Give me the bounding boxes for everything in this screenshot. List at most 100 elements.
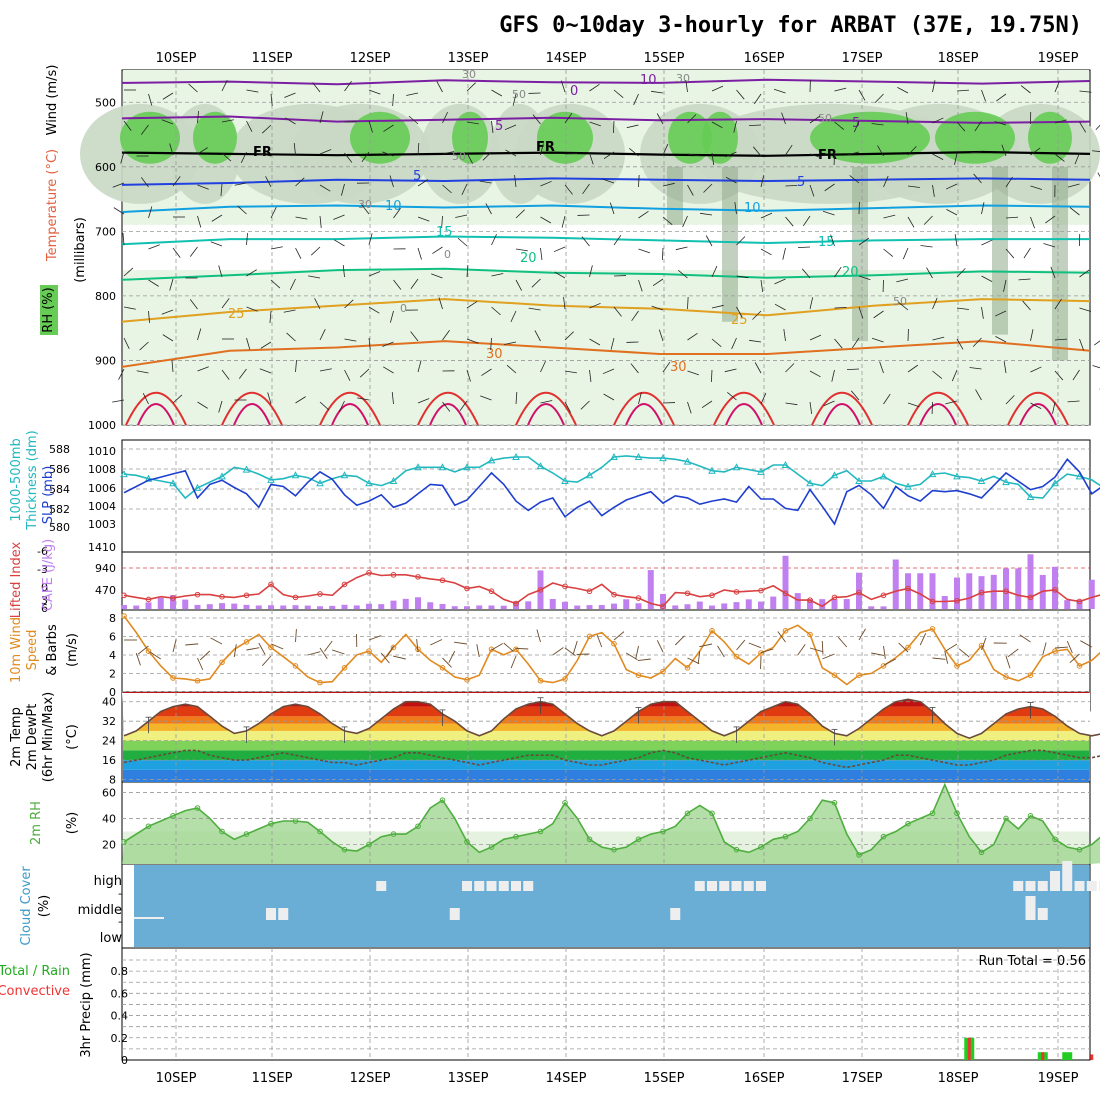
- wind-barb: [1022, 300, 1031, 311]
- wind10-barb: [307, 651, 321, 656]
- label-barbs: & Barbs: [45, 624, 60, 676]
- cloud-high-bar: [1086, 881, 1097, 891]
- wind-barb: [879, 361, 884, 374]
- wind-barb: [907, 364, 919, 373]
- cape-bar: [586, 605, 593, 609]
- wind-barb: [736, 275, 749, 279]
- thickness-line-marker: [634, 452, 643, 460]
- heat-contour: [125, 391, 187, 426]
- wind10-barb: [491, 643, 503, 651]
- wind-barb: [112, 182, 125, 188]
- cape-bar: [145, 602, 152, 609]
- wind-barb: [630, 363, 639, 374]
- cape-bar: [868, 606, 875, 609]
- slp-tick-label: 1004: [88, 500, 116, 513]
- precip-conv-bar: [967, 1037, 971, 1060]
- lifted-index-line-marker: [341, 581, 348, 588]
- rh-blob-bright: [702, 111, 738, 164]
- rh-contour-label: 50: [818, 112, 832, 125]
- rh2m-line-marker: [317, 828, 323, 835]
- wind-barb: [491, 89, 503, 97]
- slp-tick-label: 1008: [88, 463, 116, 476]
- wind-barb: [139, 341, 149, 351]
- wind10-line-marker: [488, 646, 495, 653]
- slp-thickness-panel: [121, 439, 1091, 553]
- cloud-high-bar: [1037, 881, 1048, 891]
- wind10-barb: [637, 658, 651, 662]
- wind-barb: [883, 214, 896, 219]
- wind10-barb: [515, 647, 529, 650]
- wind-barb: [148, 310, 150, 323]
- cape-bar: [562, 601, 568, 609]
- wind-barb: [981, 89, 986, 102]
- wind-barb: [629, 147, 639, 157]
- wind10-barb: [1042, 642, 1047, 656]
- wind-barb: [603, 151, 615, 160]
- wind10-barb: [919, 633, 927, 646]
- cloud-high-bar: [462, 881, 472, 891]
- lifted-index-line-marker: [513, 600, 519, 607]
- wind-barb: [540, 360, 546, 373]
- wind-barb: [801, 268, 811, 279]
- wind-barb: [270, 246, 283, 250]
- wind10-barb: [392, 655, 406, 660]
- wind-barb: [197, 401, 208, 409]
- rh2m-line-marker: [1003, 815, 1009, 822]
- lifted-index-line-marker: [758, 587, 764, 594]
- temp-contour-label: FR: [818, 148, 837, 163]
- wind10-barb: [442, 657, 452, 668]
- wind-barb: [515, 279, 522, 291]
- thickness-line-marker: [561, 476, 569, 484]
- lifted-index-line-marker: [831, 594, 838, 601]
- rh2m-line-marker: [390, 831, 397, 837]
- wind-barb: [858, 306, 864, 319]
- cape-bar: [427, 602, 434, 609]
- thickness-line-marker: [193, 483, 202, 491]
- label-wind10: 10m Wind: [9, 617, 24, 683]
- wind-barb: [442, 111, 448, 124]
- wind-barb: [285, 117, 296, 125]
- wind10-barb: [295, 629, 297, 643]
- label-temp-unit: (°C): [65, 724, 80, 750]
- rh2m-line: [123, 782, 1100, 856]
- wind-barb: [259, 368, 272, 374]
- date-axis-labels: 10SEP 10SEP 11SEP 11SEP 12SEP 12SEP 13SEP 13SEP…: [156, 51, 1079, 1086]
- lifted-index-line: [123, 571, 1100, 608]
- wind-barb: [725, 151, 737, 158]
- wind-barb: [218, 400, 223, 413]
- slp-line: [123, 458, 1100, 526]
- wind-barb: [485, 203, 492, 215]
- wind10-line-marker: [586, 633, 593, 640]
- thickness-line-marker: [340, 471, 349, 479]
- wind-barb: [270, 93, 273, 106]
- rh2m-line-marker: [733, 846, 740, 853]
- wind10-barb: [271, 643, 284, 650]
- wind10-line-marker: [782, 628, 789, 634]
- wind-barb: [113, 207, 125, 215]
- thickness-line-marker: [144, 474, 153, 482]
- wind-barb: [932, 184, 935, 197]
- precip-total-bar: [1062, 1052, 1073, 1060]
- rh-contour-label: 50: [512, 88, 526, 101]
- wind-barb: [368, 271, 381, 277]
- lifted-index-line-marker: [537, 587, 544, 593]
- lifted-index-line-marker: [317, 591, 323, 597]
- rh2m-line-marker: [439, 797, 446, 804]
- wind-barb: [907, 216, 915, 228]
- wind-barb: [1030, 366, 1042, 373]
- wind-barb: [246, 89, 259, 93]
- temp-color-band: [123, 740, 1089, 751]
- cape-bar: [513, 601, 519, 609]
- cape-bar: [1027, 554, 1034, 609]
- rh2m-line-marker: [758, 844, 764, 850]
- lifted-index-line-marker: [1003, 588, 1009, 595]
- cape-bar: [917, 573, 924, 609]
- wind-barb: [123, 306, 136, 310]
- wind-barb: [246, 269, 257, 277]
- cape-bar: [574, 605, 581, 609]
- rh2m-line-marker: [366, 841, 372, 848]
- wind10-barb: [319, 647, 328, 660]
- lifted-index-line-marker: [905, 585, 911, 592]
- wind10-barb: [760, 648, 774, 654]
- wind-contour-label: 0: [570, 84, 578, 99]
